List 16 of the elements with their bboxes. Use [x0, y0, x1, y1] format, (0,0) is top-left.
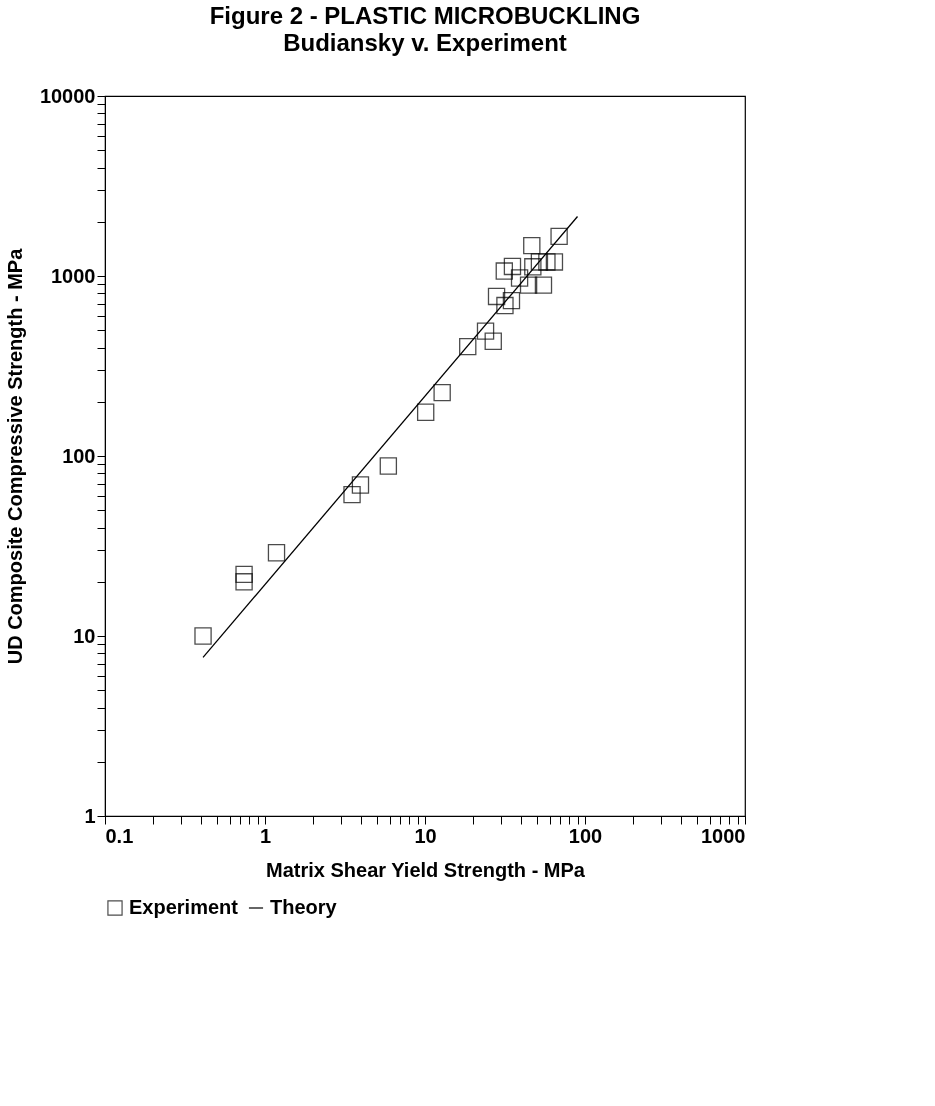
legend-label: Experiment [129, 896, 239, 918]
x-tick-label: 100 [568, 824, 603, 847]
x-tick-label: 1000 [701, 824, 746, 847]
x-tick-label: 1 [259, 824, 272, 847]
legend-label: Theory [270, 896, 338, 918]
y-tick-label: 100 [62, 444, 96, 467]
y-tick-label: 1 [84, 804, 96, 827]
y-tick-label: 1000 [51, 264, 96, 287]
y-tick-label: 10000 [39, 84, 96, 107]
x-axis-title: Matrix Shear Yield Strength - MPa [266, 858, 586, 881]
chart-title: Figure 2 - PLASTIC MICROBUCKLING [209, 2, 641, 29]
x-tick-label: 10 [414, 824, 437, 847]
chart-subtitle: Budiansky v. Experiment [283, 29, 567, 56]
y-tick-label: 10 [73, 624, 96, 647]
x-tick-label: 0.1 [105, 824, 134, 847]
y-axis-title: UD Composite Compressive Strength - MPa [3, 247, 26, 665]
